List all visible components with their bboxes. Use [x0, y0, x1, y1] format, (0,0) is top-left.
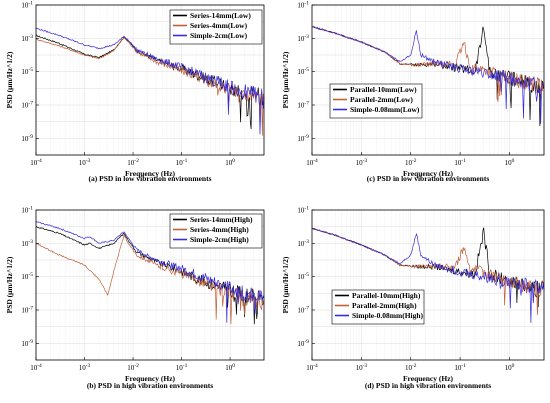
legend-entry: Parallel-2mm(Low): [350, 95, 413, 104]
series-line-2: [35, 27, 265, 135]
x-axis-label: Frequency (Hz): [125, 169, 176, 178]
y-tick-label: 10-1: [21, 206, 33, 215]
panel-caption: (b) PSD in high vibration environments: [87, 381, 213, 390]
x-tick-label: 10-3: [356, 363, 368, 372]
plot-frame: [35, 209, 265, 361]
x-tick-label: 10-2: [127, 158, 139, 167]
legend-entry: Simple-2cm(High): [190, 235, 249, 244]
x-tick-label: 100: [505, 363, 515, 372]
x-tick-label: 10-4: [306, 363, 318, 372]
y-tick-label: 10-3: [297, 239, 309, 248]
y-tick-label: 10-1: [21, 1, 33, 10]
x-tick-label: 10-3: [79, 158, 91, 167]
x-axis-label: Frequency (Hz): [403, 374, 454, 383]
legend-entry: Series-4mm(Low): [190, 21, 248, 30]
y-tick-label: 10-3: [297, 34, 309, 43]
y-tick-label: 10-5: [297, 272, 309, 281]
x-tick-label: 10-2: [405, 158, 417, 167]
x-tick-label: 10-2: [127, 363, 139, 372]
series-line-1: [35, 37, 265, 136]
series-line-2: [311, 228, 545, 324]
chart-panel-b: 10-4 10-3 10-2 10-1 10010-910-710-510-310-1F…: [5, 206, 265, 390]
x-tick-label: 10-2: [405, 363, 417, 372]
legend-entry: Series-4mm(High): [190, 225, 249, 234]
legend-entry: Parallel-10mm(Low): [350, 85, 417, 94]
y-axis-label: PSD (μm/Hz^1/2): [281, 51, 290, 108]
legend-entry: Series-14mm(Low): [190, 11, 251, 20]
legend-entry: Series-14mm(High): [190, 215, 253, 224]
y-axis-label: PSD (μm/Hz^1/2): [281, 256, 290, 313]
series-line-1: [311, 227, 545, 316]
y-tick-label: 10-3: [21, 34, 33, 43]
legend: Series-14mm(High)Series-4mm(High)Simple-…: [169, 213, 263, 249]
y-tick-label: 10-7: [21, 306, 33, 315]
series-line-1: [311, 26, 545, 102]
x-tick-label: 10-1: [176, 363, 188, 372]
panel-caption: (a) PSD in low vibration environments: [89, 174, 212, 183]
chart-panel-c: 10-4 10-3 10-2 10-1 10010-910-710-510-310-1F…: [281, 1, 545, 183]
y-tick-label: 10-5: [21, 272, 33, 281]
plot-frame: [35, 4, 265, 156]
x-tick-label: 10-3: [356, 158, 368, 167]
x-tick-label: 100: [505, 158, 515, 167]
x-tick-label: 10-4: [30, 363, 42, 372]
y-axis-label: PSD (μm/Hz^1/2): [5, 256, 14, 313]
y-tick-label: 10-1: [297, 206, 309, 215]
y-tick-label: 10-9: [21, 134, 33, 143]
legend: Parallel-10mm(High)Parallel-2mm(High)Sim…: [331, 289, 425, 325]
y-tick-label: 10-1: [297, 1, 309, 10]
y-tick-label: 10-9: [297, 134, 309, 143]
series-line-2: [35, 220, 265, 323]
x-tick-label: 100: [225, 363, 235, 372]
x-tick-label: 10-4: [30, 158, 42, 167]
x-tick-label: 10-4: [306, 158, 318, 167]
legend: Series-14mm(Low)Series-4mm(Low)Simple-2c…: [169, 9, 263, 45]
series-line-1: [35, 233, 265, 325]
grid: [311, 4, 545, 156]
legend-entry: Simple-2cm(Low): [190, 31, 248, 40]
y-tick-label: 10-7: [297, 306, 309, 315]
legend-entry: Parallel-2mm(High): [352, 301, 417, 310]
x-tick-label: 10-1: [454, 363, 466, 372]
y-tick-label: 10-3: [21, 239, 33, 248]
legend: Parallel-10mm(Low)Parallel-2mm(Low)Simpl…: [329, 83, 423, 119]
plot-frame: [311, 4, 545, 156]
x-axis-label: Frequency (Hz): [125, 374, 176, 383]
y-tick-label: 10-5: [297, 67, 309, 76]
y-tick-label: 10-7: [21, 101, 33, 110]
x-axis-label: Frequency (Hz): [403, 169, 454, 178]
x-tick-label: 100: [225, 158, 235, 167]
y-axis-label: PSD (μm/Hz^1/2): [5, 51, 14, 108]
chart-panel-a: 10-4 10-3 10-2 10-1 10010-910-710-510-310-1F…: [5, 1, 265, 183]
panel-caption: (d) PSD in high vibration environments: [365, 381, 491, 390]
panel-caption: (c) PSD in low vibration environments: [367, 174, 490, 183]
plot-frame: [311, 209, 545, 361]
series-line-2: [311, 26, 545, 124]
y-tick-label: 10-9: [297, 339, 309, 348]
x-tick-label: 10-1: [176, 158, 188, 167]
chart-panel-d: 10-4 10-3 10-2 10-1 10010-910-710-510-310-1F…: [281, 206, 545, 390]
legend-entry: Simple-0.08mm(High): [352, 311, 424, 320]
y-tick-label: 10-7: [297, 101, 309, 110]
legend-entry: Simple-0.08mm(Low): [350, 105, 420, 114]
y-tick-label: 10-9: [21, 339, 33, 348]
y-tick-label: 10-5: [21, 67, 33, 76]
series-line-0: [35, 34, 265, 130]
x-tick-label: 10-3: [79, 363, 91, 372]
x-tick-label: 10-1: [454, 158, 466, 167]
legend-entry: Parallel-10mm(High): [352, 291, 421, 300]
